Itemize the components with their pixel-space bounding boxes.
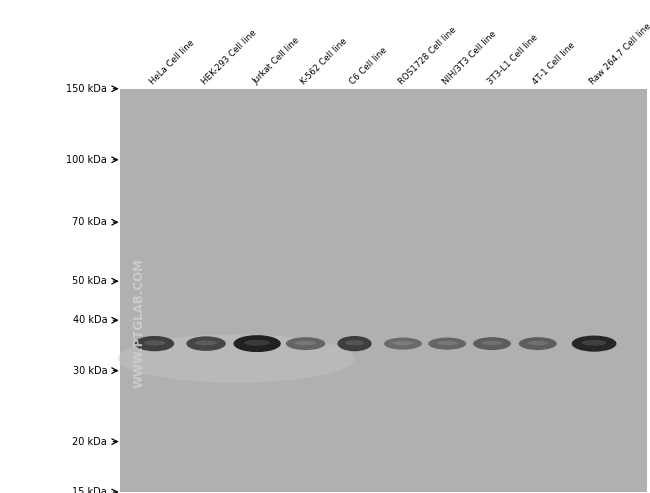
Text: 50 kDa: 50 kDa [73, 276, 107, 286]
Ellipse shape [135, 336, 174, 352]
Ellipse shape [428, 338, 466, 350]
Text: C6 Cell line: C6 Cell line [348, 45, 389, 86]
Ellipse shape [473, 337, 511, 350]
Text: 40 kDa: 40 kDa [73, 315, 107, 325]
Text: K-562 Cell line: K-562 Cell line [299, 36, 349, 86]
Ellipse shape [337, 336, 372, 352]
Ellipse shape [187, 336, 226, 351]
Text: NIH/3T3 Cell line: NIH/3T3 Cell line [441, 29, 498, 86]
Ellipse shape [144, 340, 165, 346]
Text: WWW.PTGLAB.COM: WWW.PTGLAB.COM [132, 258, 145, 387]
Ellipse shape [393, 341, 413, 345]
Ellipse shape [519, 337, 556, 350]
Ellipse shape [582, 340, 606, 346]
Ellipse shape [195, 340, 217, 346]
Text: HEK-293 Cell line: HEK-293 Cell line [200, 28, 258, 86]
Text: 70 kDa: 70 kDa [73, 217, 107, 227]
Text: 150 kDa: 150 kDa [66, 84, 107, 94]
Text: Raw 264.7 Cell line: Raw 264.7 Cell line [588, 22, 650, 86]
Ellipse shape [345, 340, 364, 346]
Ellipse shape [527, 341, 548, 345]
Text: 15 kDa: 15 kDa [73, 487, 107, 493]
Ellipse shape [244, 340, 270, 346]
Text: 4T-1 Cell line: 4T-1 Cell line [532, 40, 577, 86]
Text: 3T3-L1 Cell line: 3T3-L1 Cell line [486, 33, 540, 86]
Ellipse shape [384, 338, 422, 350]
Ellipse shape [233, 335, 281, 352]
Ellipse shape [294, 341, 317, 345]
Text: HeLa Cell line: HeLa Cell line [148, 38, 196, 86]
Text: 20 kDa: 20 kDa [73, 437, 107, 447]
Text: 30 kDa: 30 kDa [73, 366, 107, 376]
Ellipse shape [286, 337, 325, 350]
Text: ROS1728 Cell line: ROS1728 Cell line [396, 25, 458, 86]
Ellipse shape [118, 334, 354, 383]
Text: Jurkat Cell line: Jurkat Cell line [251, 36, 301, 86]
Ellipse shape [572, 336, 616, 352]
Bar [120, 89, 647, 492]
Ellipse shape [482, 341, 502, 345]
Text: 100 kDa: 100 kDa [66, 155, 107, 165]
Ellipse shape [437, 341, 458, 345]
